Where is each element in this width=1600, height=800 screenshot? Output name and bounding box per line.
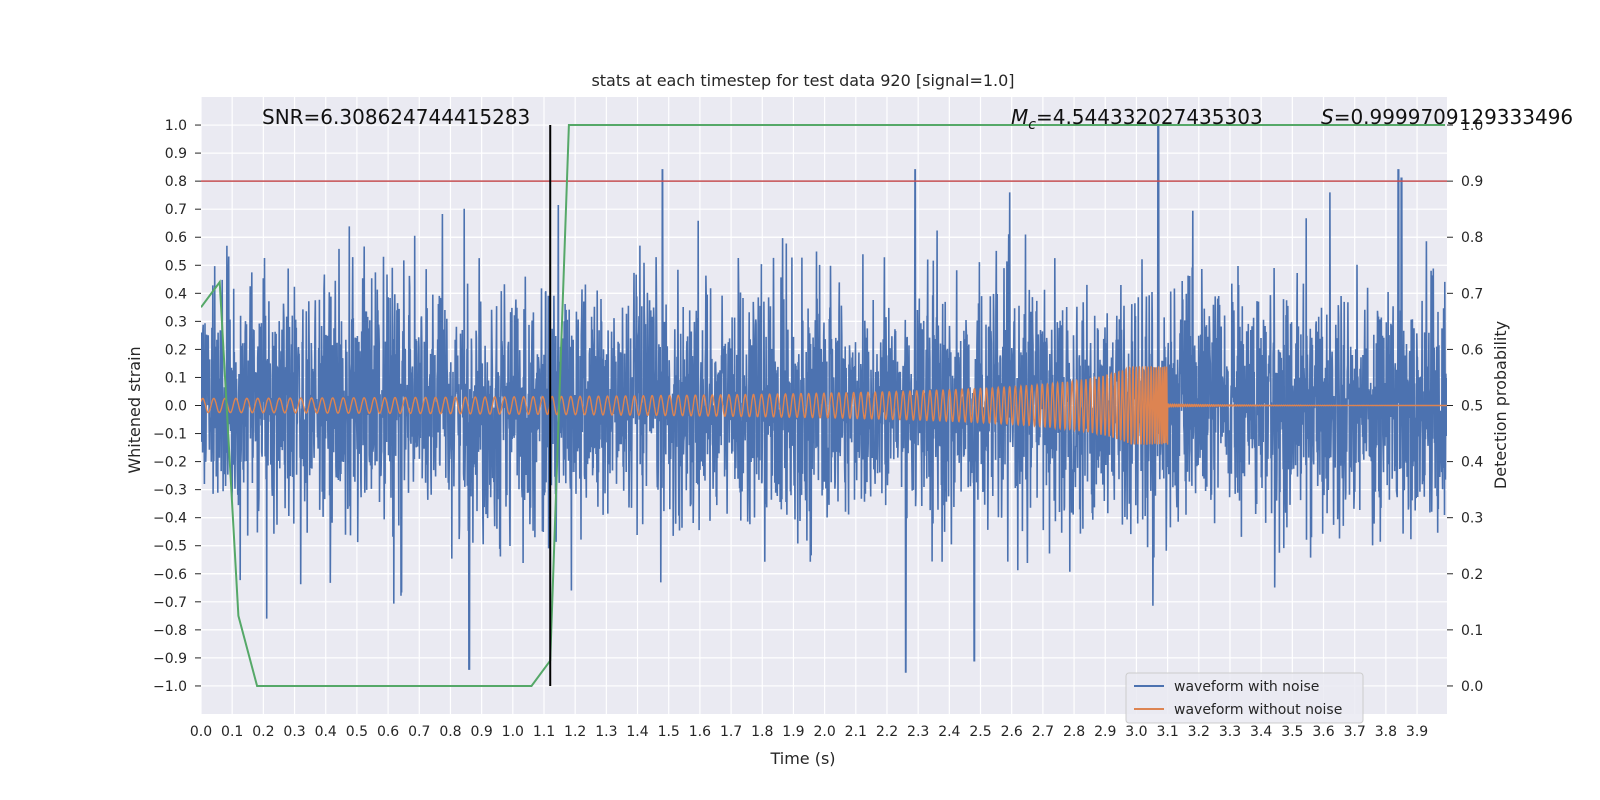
x-tick-label: 0.3 (283, 724, 305, 740)
y2-tick-label: 0.0 (1461, 679, 1483, 695)
x-tick-label: 2.0 (813, 724, 835, 740)
x-tick-label: 2.5 (969, 724, 991, 740)
x-tick-label: 0.0 (190, 724, 212, 740)
y2-tick-label: 1.0 (1461, 118, 1483, 134)
x-tick-label: 1.2 (564, 724, 586, 740)
y2-axis-label: Detection probability (1491, 321, 1510, 489)
x-tick-label: 1.8 (751, 724, 773, 740)
y-tick-label: −0.8 (153, 623, 187, 639)
y-tick-label: 0.1 (165, 370, 187, 386)
x-tick-label: 2.4 (938, 724, 960, 740)
x-tick-label: 2.1 (845, 724, 867, 740)
y-axis-label: Whitened strain (125, 346, 144, 473)
x-tick-label: 2.7 (1032, 724, 1054, 740)
y2-tick-labels: 1.0 0.9 0.8 0.7 0.6 0.5 0.4 0.3 0.2 0.1 0.0 (1447, 118, 1483, 695)
x-tick-label: 3.7 (1344, 724, 1366, 740)
y-tick-label: 0.3 (165, 314, 187, 330)
y-tick-label: 0.7 (165, 202, 187, 218)
y-tick-label: −0.3 (153, 483, 187, 499)
score-annotation: S=0.9999709129333496 (1321, 105, 1573, 129)
x-tick-label: 3.9 (1406, 724, 1428, 740)
y2-tick-label: 0.9 (1461, 174, 1483, 190)
x-tick-label: 1.1 (533, 724, 555, 740)
x-tick-label: 1.5 (658, 724, 680, 740)
y2-tick-label: 0.7 (1461, 286, 1483, 302)
y-tick-label: 0.2 (165, 342, 187, 358)
y-tick-label: 0.4 (165, 286, 187, 302)
y2-tick-label: 0.8 (1461, 230, 1483, 246)
x-tick-label: 1.6 (689, 724, 711, 740)
x-tick-label: 0.1 (221, 724, 243, 740)
y2-tick-label: 0.6 (1461, 342, 1483, 358)
y-tick-label: −0.7 (153, 595, 187, 611)
chart-title: stats at each timestep for test data 920… (591, 71, 1014, 90)
series-waveform-without-noise-line (201, 365, 1447, 445)
x-tick-label: 3.2 (1188, 724, 1210, 740)
x-tick-label: 2.9 (1094, 724, 1116, 740)
y-tick-label: −0.9 (153, 651, 187, 667)
x-tick-label: 0.6 (377, 724, 399, 740)
y2-tick-label: 0.2 (1461, 567, 1483, 583)
y-tick-label: 0.0 (165, 399, 187, 415)
x-tick-label: 2.6 (1001, 724, 1023, 740)
x-tick-label: 0.9 (470, 724, 492, 740)
series-detection-probability-line (201, 124, 1446, 687)
x-tick-label: 3.8 (1375, 724, 1397, 740)
y2-tick-label: 0.5 (1461, 399, 1483, 415)
y2-tick-label: 0.3 (1461, 511, 1483, 527)
x-tick-label: 1.7 (720, 724, 742, 740)
y-tick-labels: 1.0 0.9 0.8 0.7 0.6 0.5 0.4 0.3 0.2 0.1 0.0 −0.1 −0.… (153, 118, 201, 695)
x-tick-label: 0.7 (408, 724, 430, 740)
y-tick-label: 1.0 (165, 118, 187, 134)
legend-label-noisy: waveform with noise (1174, 679, 1319, 695)
y-tick-label: −0.2 (153, 455, 187, 471)
x-tick-label: 1.9 (782, 724, 804, 740)
y-tick-label: −0.6 (153, 567, 187, 583)
x-tick-label: 0.4 (315, 724, 337, 740)
y-tick-label: −0.1 (153, 427, 187, 443)
x-tick-labels: 0.0 0.1 0.2 0.3 0.4 0.5 0.6 0.7 0.8 0.9 1.0 1.1 1.2 1… (190, 724, 1428, 740)
x-tick-label: 1.0 (502, 724, 524, 740)
x-tick-label: 0.5 (346, 724, 368, 740)
x-tick-label: 0.2 (252, 724, 274, 740)
y-tick-label: 0.9 (165, 146, 187, 162)
x-tick-label: 2.8 (1063, 724, 1085, 740)
legend-label-clean: waveform without noise (1174, 702, 1342, 718)
x-tick-label: 0.8 (439, 724, 461, 740)
x-tick-label: 1.3 (595, 724, 617, 740)
y-tick-label: 0.6 (165, 230, 187, 246)
x-tick-label: 3.3 (1219, 724, 1241, 740)
x-tick-label: 3.1 (1156, 724, 1178, 740)
y2-tick-label: 0.4 (1461, 455, 1483, 471)
y-tick-label: 0.8 (165, 174, 187, 190)
x-tick-label: 1.4 (626, 724, 648, 740)
chirp-mass-annotation: Mc=4.544332027435303 (1011, 105, 1263, 133)
y2-tick-label: 0.1 (1461, 623, 1483, 639)
x-axis-label: Time (s) (769, 749, 835, 768)
legend: waveform with noise waveform without noi… (1125, 672, 1364, 724)
legend-box (1125, 672, 1364, 724)
y-tick-label: −1.0 (153, 679, 187, 695)
x-tick-label: 2.3 (907, 724, 929, 740)
series-waveform-with-noise-line (201, 124, 1447, 673)
y-tick-label: −0.4 (153, 511, 187, 527)
snr-annotation: SNR=6.308624744415283 (262, 105, 530, 129)
y-tick-label: 0.5 (165, 258, 187, 274)
x-tick-label: 3.4 (1250, 724, 1272, 740)
x-tick-label: 3.5 (1281, 724, 1303, 740)
x-tick-label: 3.6 (1312, 724, 1334, 740)
x-tick-label: 3.0 (1125, 724, 1147, 740)
y-tick-label: −0.5 (153, 539, 187, 555)
x-tick-label: 2.2 (876, 724, 898, 740)
